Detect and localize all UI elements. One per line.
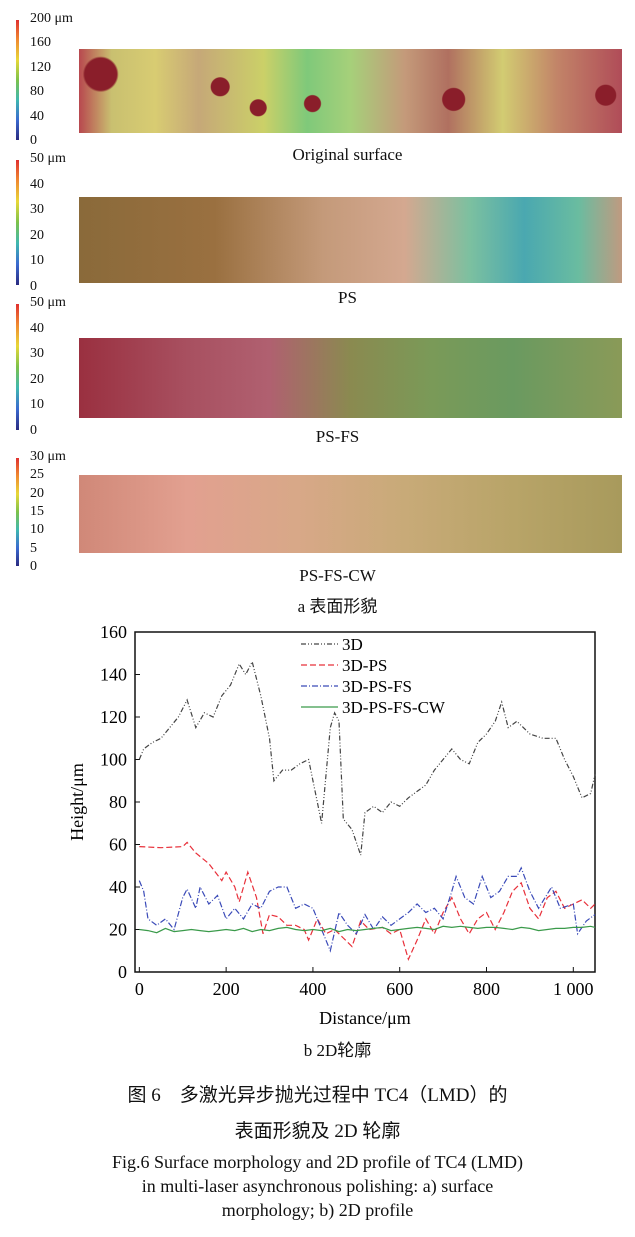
surface-image-original — [79, 49, 622, 133]
surface-image-ps-fs-cw — [79, 475, 622, 553]
legend-label: 3D-PS-FS — [342, 677, 412, 696]
surface-label: PS-FS-CW — [299, 566, 376, 585]
colorbar-tick-label: 10 — [30, 253, 44, 269]
colorbar-tick-label: 30 — [30, 202, 44, 218]
colorbar-tick-label: 160 — [30, 35, 51, 51]
colorbar-tick-label: 10 — [30, 397, 44, 413]
legend-label: 3D — [342, 635, 363, 654]
x-tick-label: 0 — [135, 979, 144, 999]
colorbar-tick-label: 0 — [30, 559, 37, 574]
y-tick-label: 100 — [100, 750, 127, 770]
series-line-3d-ps-fs-cw — [139, 925, 596, 934]
x-tick-label: 200 — [213, 979, 240, 999]
colorbar-ps-fs — [16, 304, 19, 430]
colorbar-tick-label: 0 — [30, 279, 37, 294]
colorbar-tick-label: 30 — [30, 346, 44, 362]
x-tick-label: 800 — [473, 979, 500, 999]
colorbar-tick-label: 0 — [30, 133, 37, 148]
colorbar-tick-label: 20 — [30, 227, 44, 243]
y-tick-label: 140 — [100, 665, 127, 685]
panel-a-sublabel: a 表面形貌 — [297, 597, 378, 616]
colorbar-tick-label: 80 — [30, 84, 44, 100]
colorbar-tick-label: 25 — [30, 467, 44, 483]
y-tick-label: 20 — [109, 920, 127, 940]
colorbar-tick-label: 15 — [30, 504, 44, 519]
y-tick-label: 40 — [109, 877, 127, 897]
colorbar-tick-label: 50 μm — [30, 295, 66, 310]
colorbar-tick-label: 40 — [30, 320, 44, 336]
caption-cn-line2: 表面形貌及 2D 轮廓 — [234, 1121, 401, 1142]
colorbar-ps-fs-cw — [16, 458, 19, 566]
y-axis-label: Height/μm — [67, 763, 87, 841]
x-axis-label: Distance/μm — [319, 1008, 411, 1028]
colorbar-tick-label: 40 — [30, 108, 44, 124]
colorbar-tick-label: 0 — [30, 423, 37, 438]
surface-label: PS — [338, 288, 357, 307]
colorbar-tick-label: 120 — [30, 59, 51, 75]
surface-image-ps-fs — [79, 338, 622, 418]
x-tick-label: 400 — [299, 979, 326, 999]
colorbar-tick-label: 20 — [30, 485, 44, 501]
y-tick-label: 80 — [109, 792, 127, 812]
colorbar-tick-label: 10 — [30, 522, 44, 538]
x-tick-label: 1 000 — [553, 979, 594, 999]
y-tick-label: 120 — [100, 707, 127, 727]
caption-cn-line1: 图 6 多激光异步抛光过程中 TC4（LMD）的 — [127, 1085, 508, 1106]
colorbar-tick-label: 30 μm — [30, 449, 66, 464]
surface-image-ps — [79, 197, 622, 283]
legend-label: 3D-PS — [342, 656, 387, 675]
surface-label: PS-FS — [315, 427, 360, 446]
panel-b-sublabel: b 2D轮廓 — [303, 1041, 372, 1060]
y-tick-label: 160 — [100, 622, 127, 642]
series-line-3d-ps — [139, 841, 596, 962]
colorbar-tick-label: 5 — [30, 540, 37, 556]
caption-en-line1: Fig.6 Surface morphology and 2D profile … — [111, 1152, 524, 1172]
y-tick-label: 0 — [118, 962, 127, 982]
y-tick-label: 60 — [109, 835, 127, 855]
x-tick-label: 600 — [386, 979, 413, 999]
colorbar-tick-label: 50 μm — [30, 151, 66, 166]
caption-en-line3: morphology; b) 2D profile — [221, 1200, 414, 1220]
series-line-3d-ps-fs — [138, 866, 596, 953]
colorbar-ps — [16, 160, 19, 285]
profile-chart: 0 20 40 60 80 100 120 140 160 0 200 400 600 800 1 000 D… — [67, 622, 596, 1028]
colorbar-original — [16, 20, 19, 140]
colorbar-tick-label: 20 — [30, 371, 44, 387]
legend-label: 3D-PS-FS-CW — [342, 698, 446, 717]
colorbar-tick-label: 40 — [30, 176, 44, 192]
caption-en-line2: in multi-laser asynchronous polishing: a… — [141, 1176, 494, 1196]
colorbar-tick-label: 200 μm — [30, 11, 73, 26]
surface-label: Original surface — [292, 145, 403, 164]
